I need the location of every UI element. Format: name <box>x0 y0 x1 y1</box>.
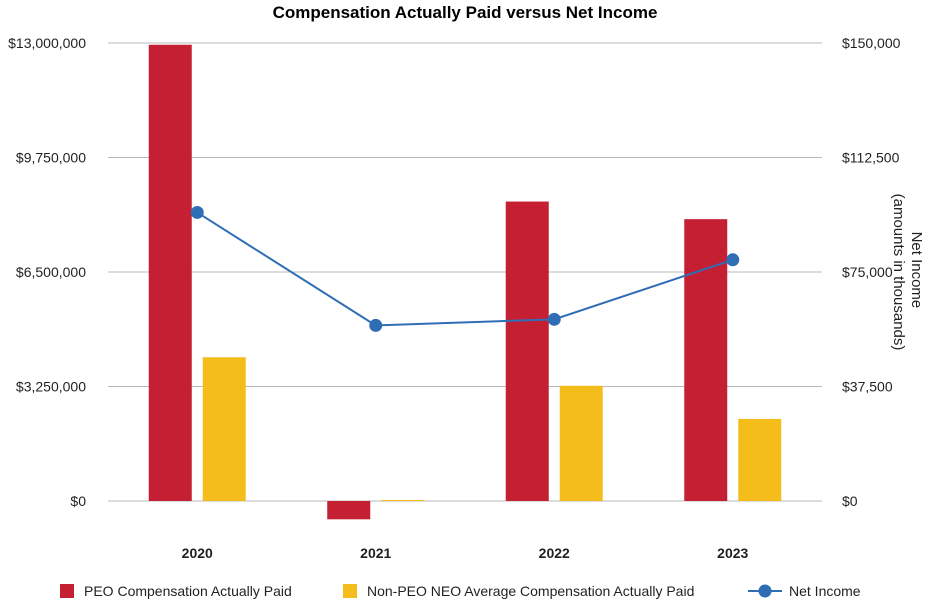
category-labels: 2020 2021 2022 2023 <box>182 545 749 561</box>
category-label: 2021 <box>360 545 391 561</box>
net-income-point-2021 <box>369 318 383 332</box>
right-tick-label: $0 <box>842 493 858 509</box>
legend-label-net-income: Net Income <box>789 583 861 599</box>
legend-swatch-peo <box>60 584 74 598</box>
category-label: 2022 <box>539 545 570 561</box>
legend-swatch-non-peo <box>343 584 357 598</box>
left-tick-label: $9,750,000 <box>16 150 86 166</box>
right-axis-label-line1: Net Income <box>908 232 925 309</box>
bar-non-peo-2023 <box>738 418 782 501</box>
left-tick-label: $13,000,000 <box>8 35 86 51</box>
net-income-line <box>190 205 740 332</box>
bar-peo-2020 <box>148 44 192 502</box>
right-tick-label: $150,000 <box>842 35 901 51</box>
bar-peo-2023 <box>684 219 728 501</box>
category-label: 2020 <box>182 545 213 561</box>
right-axis-ticks: $0 $37,500 $75,000 $112,500 $150,000 <box>842 35 901 509</box>
legend-marker-net-income <box>758 584 772 598</box>
bar-peo-2021 <box>327 501 371 520</box>
bar-non-peo-2022 <box>559 385 603 501</box>
net-income-point-2022 <box>547 312 561 326</box>
right-tick-label: $75,000 <box>842 264 893 280</box>
left-tick-label: $0 <box>70 493 86 509</box>
right-axis-label-line2: (amounts in thousands) <box>890 194 907 351</box>
net-income-point-2023 <box>726 253 740 267</box>
net-income-point-2020 <box>190 205 204 219</box>
bar-non-peo-2020 <box>202 357 246 501</box>
left-axis-ticks: $0 $3,250,000 $6,500,000 $9,750,000 $13,000,… <box>8 35 86 509</box>
legend: PEO Compensation Actually Paid Non-PEO NE… <box>60 583 861 599</box>
left-tick-label: $6,500,000 <box>16 264 86 280</box>
bar-non-peo-2021 <box>381 499 425 501</box>
chart-title: Compensation Actually Paid versus Net In… <box>273 3 658 22</box>
right-axis-label: Net Income (amounts in thousands) <box>890 194 925 351</box>
legend-label-non-peo: Non-PEO NEO Average Compensation Actuall… <box>367 583 694 599</box>
legend-label-peo: PEO Compensation Actually Paid <box>84 583 292 599</box>
bar-series <box>148 44 782 520</box>
category-label: 2023 <box>717 545 748 561</box>
net-income-polyline <box>196 211 734 327</box>
left-tick-label: $3,250,000 <box>16 379 86 395</box>
right-tick-label: $112,500 <box>842 150 900 166</box>
right-tick-label: $37,500 <box>842 379 893 395</box>
bar-peo-2022 <box>505 201 549 502</box>
